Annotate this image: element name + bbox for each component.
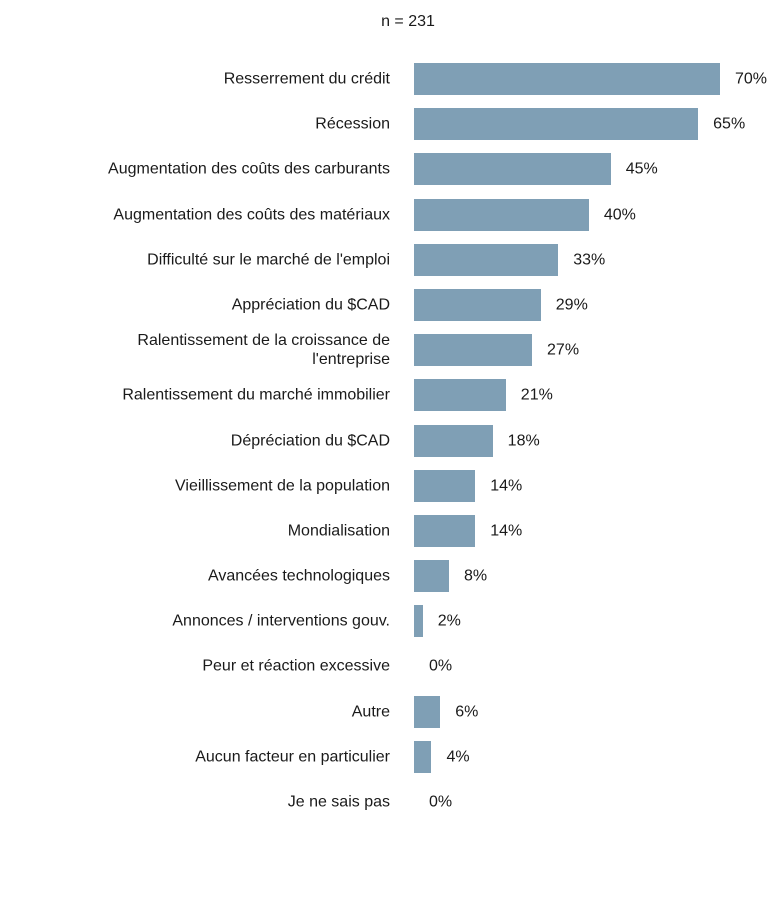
data-label: 40% bbox=[603, 206, 636, 224]
bar bbox=[414, 243, 559, 276]
bar bbox=[414, 424, 493, 457]
chart-title: n = 231 bbox=[381, 13, 435, 30]
y-tick-label: Difficulté sur le marché de l'emploi bbox=[147, 251, 390, 269]
y-tick-label: Augmentation des coûts des matériaux bbox=[113, 206, 390, 224]
bar bbox=[414, 740, 432, 773]
y-tick-label: Autre bbox=[351, 703, 390, 721]
bar bbox=[414, 288, 541, 321]
bar bbox=[414, 153, 611, 186]
y-tick-label: Dépréciation du $CAD bbox=[230, 432, 390, 450]
y-tick-label: Ralentissement de la croissance de l'ent… bbox=[137, 332, 390, 369]
data-label: 14% bbox=[490, 522, 523, 540]
data-label: 8% bbox=[463, 567, 488, 585]
data-label: 33% bbox=[573, 251, 606, 269]
y-tick-label: Aucun facteur en particulier bbox=[195, 748, 390, 766]
y-tick-label: Peur et réaction excessive bbox=[202, 657, 390, 675]
bar bbox=[414, 469, 476, 502]
y-tick-label: Vieillissement de la population bbox=[175, 477, 390, 495]
bar bbox=[414, 108, 699, 141]
y-tick-label: Annonces / interventions gouv. bbox=[172, 612, 390, 630]
data-label: 18% bbox=[507, 432, 540, 450]
y-tick-label: Mondialisation bbox=[287, 522, 390, 540]
data-label: 0% bbox=[429, 793, 453, 811]
data-label: 29% bbox=[555, 296, 588, 314]
data-label: 21% bbox=[520, 386, 553, 404]
bar bbox=[414, 514, 476, 547]
bar bbox=[414, 198, 589, 231]
data-label: 4% bbox=[446, 748, 470, 766]
y-tick-label: Ralentissement du marché immobilier bbox=[122, 386, 390, 404]
y-tick-label: Je ne sais pas bbox=[287, 793, 390, 811]
y-tick-label: Resserrement du crédit bbox=[223, 70, 390, 88]
data-label: 27% bbox=[547, 341, 580, 359]
data-label: 2% bbox=[437, 612, 461, 630]
data-label: 6% bbox=[455, 703, 479, 721]
y-tick-label: Augmentation des coûts des carburants bbox=[108, 160, 390, 178]
bar bbox=[414, 695, 441, 728]
y-tick-label: Récession bbox=[315, 115, 390, 133]
data-label: 70% bbox=[735, 70, 768, 88]
bar bbox=[414, 379, 506, 412]
y-tick-label: Appréciation du $CAD bbox=[231, 296, 390, 314]
bar bbox=[414, 63, 720, 95]
data-label: 14% bbox=[490, 477, 523, 495]
data-label: 65% bbox=[713, 115, 746, 133]
bar bbox=[414, 560, 449, 593]
bar bbox=[414, 605, 423, 638]
data-label: 0% bbox=[429, 657, 453, 675]
data-label: 45% bbox=[625, 160, 658, 178]
y-tick-label: Avancées technologiques bbox=[207, 567, 390, 585]
bar bbox=[414, 334, 533, 367]
